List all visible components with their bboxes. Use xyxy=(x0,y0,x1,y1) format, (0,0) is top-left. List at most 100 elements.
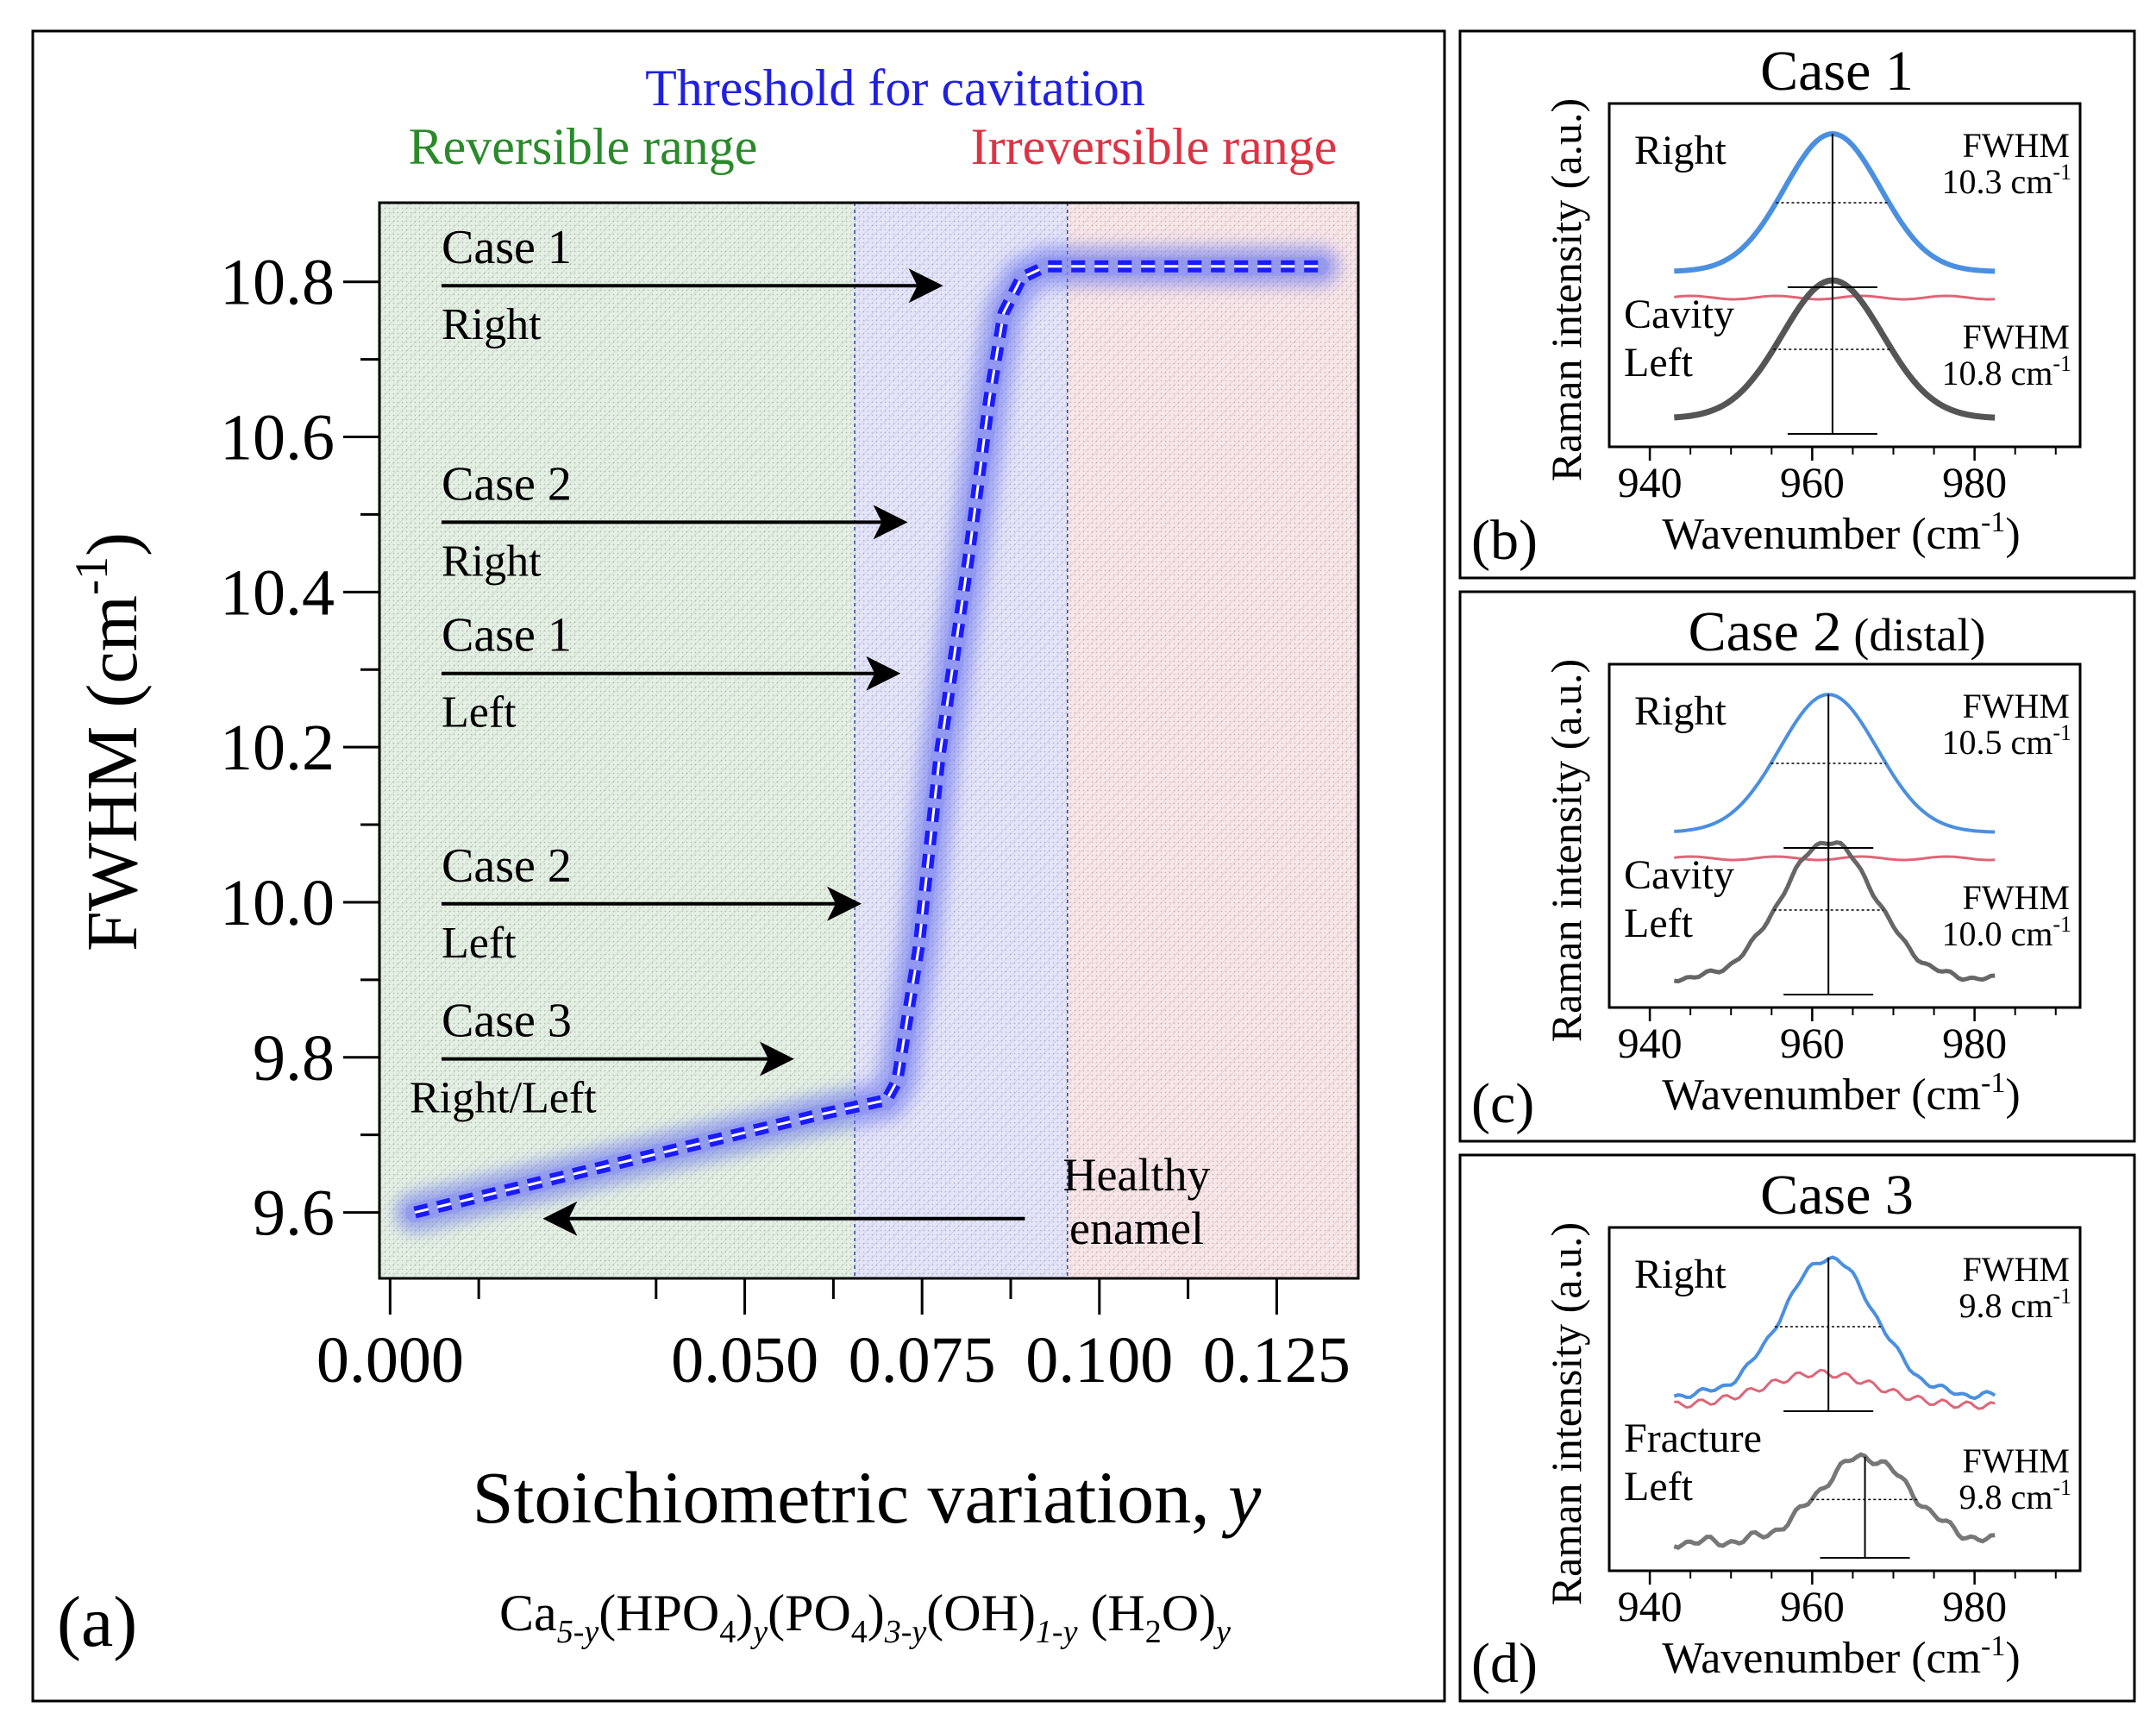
label-middle: Fracture xyxy=(1624,1416,1762,1461)
label-bottom: Left xyxy=(1624,1464,1694,1510)
y-axis-label: Raman intensity (a.u.) xyxy=(1542,98,1590,481)
x-axis-label-close: ) xyxy=(2005,1634,2020,1683)
panel-title: Case 1 xyxy=(1760,40,1914,103)
fwhm-top-label: FWHM xyxy=(1963,1250,2070,1289)
x-axis-label-close: ) xyxy=(2005,510,2020,559)
spectrum-middle xyxy=(1674,294,1996,301)
panel-letter: (c) xyxy=(1471,1072,1534,1135)
x-axis-label: Stoichiometric variation, y xyxy=(473,1456,1263,1539)
plot-frame xyxy=(1608,102,2082,449)
fwhm-bottom-value-sup: -1 xyxy=(2053,912,2071,937)
label-top: Right xyxy=(1634,688,1727,734)
fwhm-top-value-text: 10.3 cm xyxy=(1941,162,2053,201)
x-axis-label-sup: -1 xyxy=(1981,1067,2005,1099)
fwhm-curve xyxy=(395,246,1339,1233)
fwhm-top-value-sup: -1 xyxy=(2053,1284,2071,1309)
fwhm-top-value-sup: -1 xyxy=(2053,720,2071,745)
fwhm-top-value: 9.8 cm-1 xyxy=(1959,1284,2071,1325)
annotation-side-label: Left xyxy=(442,688,517,738)
annotation-side-label: Right/Left xyxy=(410,1074,597,1123)
panel-title-main: Case 1 xyxy=(1760,40,1914,103)
chemical-formula: Ca5-y(HPO4)y(PO4)3-y(OH)1-y (H2O)y xyxy=(499,1585,1231,1650)
region-irreversible xyxy=(1067,203,1358,1278)
panel-title-main: Case 2 xyxy=(1689,600,1842,663)
x-tick-label: 960 xyxy=(1780,458,1845,506)
label-middle: Cavity xyxy=(1624,292,1734,337)
panel-title: Case 3 xyxy=(1760,1164,1914,1227)
y-tick-label: 10.8 xyxy=(220,247,335,319)
fwhm-top-value-text: 10.5 cm xyxy=(1941,723,2053,762)
y-axis-label: Raman intensity (a.u.) xyxy=(1542,659,1590,1042)
curve-dashed-core xyxy=(414,265,1319,1215)
fwhm-bottom-value-text: 10.8 cm xyxy=(1941,354,2053,392)
y-tick-label: 10.2 xyxy=(220,712,335,784)
fwhm-bottom-value-text: 10.0 cm xyxy=(1941,914,2053,953)
fwhm-bottom-value: 9.8 cm-1 xyxy=(1959,1475,2071,1516)
x-axis-label-text: Wavenumber (cm xyxy=(1662,510,1981,559)
x-axis-label: Wavenumber (cm-1) xyxy=(1662,1067,2020,1120)
y-tick-label: 10.6 xyxy=(220,402,335,474)
x-tick-label: 960 xyxy=(1780,1019,1845,1067)
label-top: Right xyxy=(1634,1252,1727,1297)
fwhm-top-value-text: 9.8 cm xyxy=(1959,1286,2053,1325)
x-axis-label-sup: -1 xyxy=(1981,1630,2005,1662)
spectrum-top xyxy=(1674,692,1996,834)
plot-frame xyxy=(1608,1226,2082,1572)
label-bottom: Left xyxy=(1624,901,1694,946)
panel-letter: (d) xyxy=(1471,1632,1538,1695)
threshold-title: Threshold for cavitation xyxy=(645,60,1145,116)
fwhm-bottom-value: 10.8 cm-1 xyxy=(1941,351,2071,392)
fwhm-top-value-sup: -1 xyxy=(2053,160,2071,185)
spectrum-bottom xyxy=(1673,840,1996,984)
y-tick-label: 9.8 xyxy=(253,1022,335,1095)
panel-title: Case 2 (distal) xyxy=(1689,600,1986,663)
y-tick-label: 9.6 xyxy=(253,1177,335,1250)
panel-a-letter: (a) xyxy=(57,1582,137,1662)
label-middle: Cavity xyxy=(1624,852,1734,898)
y-tick-label: 10.4 xyxy=(220,556,335,629)
x-axis-label-close: ) xyxy=(2005,1070,2020,1120)
annotation-side-label: Right xyxy=(442,537,542,586)
x-tick-label: 0.050 xyxy=(671,1324,818,1397)
spectrum-top xyxy=(1673,1255,1996,1401)
irreversible-range-label: Irreversible range xyxy=(971,118,1338,175)
spectrum-bottom xyxy=(1674,277,1996,421)
region-reversible xyxy=(379,203,856,1278)
fwhm-top-value: 10.3 cm-1 xyxy=(1941,160,2071,201)
axes-a: 9.6 9.8 10.0 10.2 10.4 10.6 10.8 0.000 0.050 0.07… xyxy=(220,201,1360,1397)
panel-letter: (b) xyxy=(1471,509,1538,572)
x-tick-label: 940 xyxy=(1618,1582,1683,1630)
annotation-case-label: Case 1 xyxy=(442,609,572,662)
x-axis-label-text: Wavenumber (cm xyxy=(1662,1070,1981,1120)
plot-frame-a xyxy=(378,201,1360,1280)
panel-title-suffix: (distal) xyxy=(1853,609,1985,661)
x-tick-label: 980 xyxy=(1942,458,2007,506)
annotation-side-label: Left xyxy=(442,919,517,968)
annotation-case-label: Case 3 xyxy=(442,995,572,1048)
x-tick-label: 0.100 xyxy=(1025,1324,1173,1397)
fwhm-bottom-value-sup: -1 xyxy=(2053,351,2071,376)
annotation-case-label: Case 2 xyxy=(442,457,572,511)
annotation-case-label: Case 2 xyxy=(442,839,572,893)
region-reversible-dots xyxy=(379,203,856,1278)
fwhm-top-label: FWHM xyxy=(1963,126,2070,165)
x-tick-label: 960 xyxy=(1780,1582,1845,1630)
panel-title-main: Case 3 xyxy=(1760,1164,1914,1227)
fwhm-bottom-label: FWHM xyxy=(1963,878,2070,917)
fwhm-bottom-label: FWHM xyxy=(1963,317,2070,356)
reversible-range-label: Reversible range xyxy=(409,118,758,175)
panel-a: Threshold for cavitation Reversible rang… xyxy=(31,29,1446,1703)
case-annotations: Case 1 Right Case 2 Right Case 1 Left Case 2 Le… xyxy=(410,221,1210,1254)
enamel-label: enamel xyxy=(1069,1202,1204,1254)
fwhm-top-value: 10.5 cm-1 xyxy=(1941,720,2071,762)
x-tick-label: 940 xyxy=(1618,1019,1683,1067)
label-top: Right xyxy=(1634,128,1727,173)
annotation-case: Case 1 Left xyxy=(442,609,901,738)
x-tick-label: 940 xyxy=(1618,458,1683,506)
annotation-case: Case 2 Right xyxy=(442,457,908,586)
spectrum-middle xyxy=(1674,855,1996,862)
